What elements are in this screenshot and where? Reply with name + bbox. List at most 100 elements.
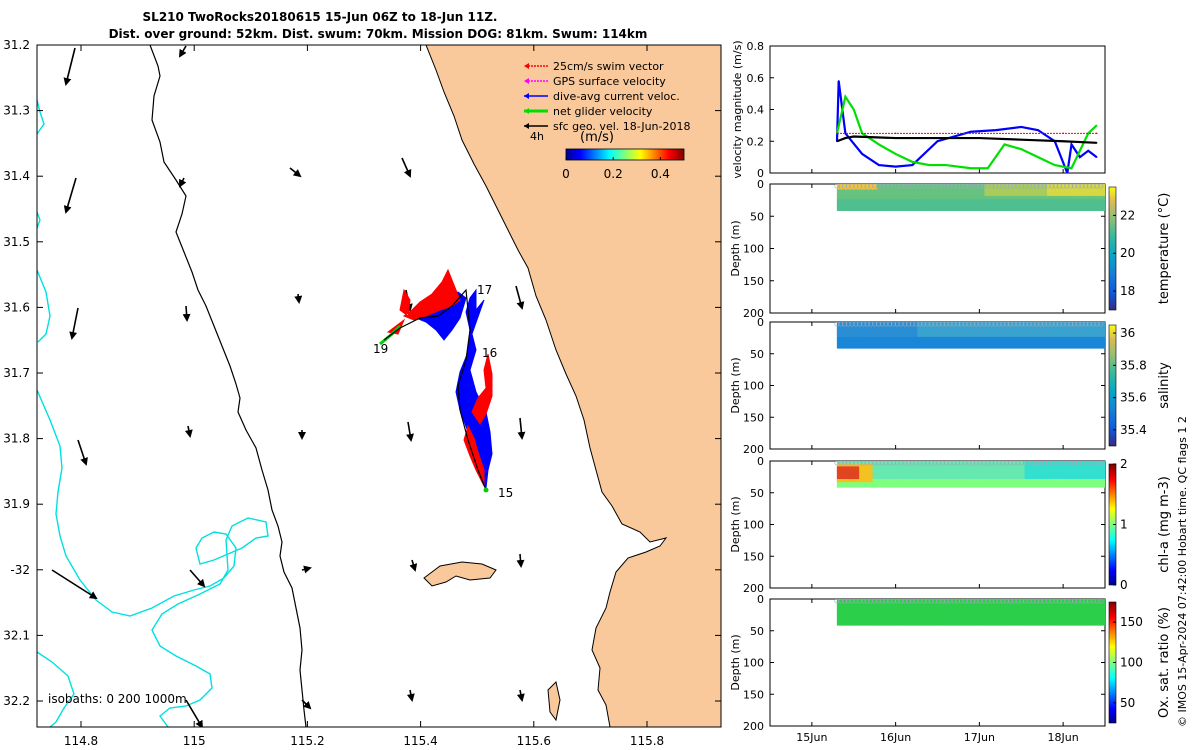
section-cell bbox=[957, 613, 963, 620]
section-cell bbox=[1055, 482, 1061, 488]
section-cell bbox=[948, 336, 954, 343]
section-cell bbox=[1055, 475, 1061, 482]
section-cell bbox=[863, 184, 869, 189]
section-cell bbox=[868, 620, 874, 626]
section-cell bbox=[859, 195, 865, 202]
section-cell bbox=[1029, 336, 1035, 343]
section-cell bbox=[863, 463, 869, 469]
section-cell bbox=[903, 324, 909, 330]
section-cell bbox=[1069, 610, 1075, 617]
section-cell bbox=[966, 469, 972, 475]
section-cell bbox=[1051, 463, 1057, 469]
profile-mark bbox=[1079, 599, 1085, 604]
section-cell bbox=[895, 475, 901, 482]
section-cell bbox=[850, 333, 856, 340]
section-cell bbox=[1002, 466, 1008, 472]
section-cell bbox=[1038, 475, 1044, 482]
section-cell bbox=[903, 330, 909, 336]
profile-mark bbox=[951, 461, 957, 466]
section-cell bbox=[881, 330, 887, 336]
section-cell bbox=[1055, 472, 1061, 479]
colorbar-tick-label: 35.4 bbox=[1120, 423, 1147, 437]
section-cell bbox=[877, 482, 883, 488]
section-cell bbox=[939, 333, 945, 340]
section-cell bbox=[1055, 479, 1061, 485]
section-cell bbox=[841, 186, 847, 192]
section-cell bbox=[912, 601, 918, 607]
section-cell bbox=[966, 324, 972, 330]
section-cell bbox=[1055, 343, 1061, 349]
section-cell bbox=[962, 463, 968, 469]
section-cell bbox=[1064, 192, 1070, 199]
section-cell bbox=[1024, 617, 1030, 623]
section-cell bbox=[935, 620, 941, 626]
profile-mark bbox=[936, 184, 942, 189]
section-cell bbox=[926, 479, 932, 485]
profile-mark bbox=[1041, 184, 1047, 189]
section-cell bbox=[930, 186, 936, 192]
section-cell bbox=[1087, 336, 1093, 343]
section-cell bbox=[953, 613, 959, 620]
section-cell bbox=[886, 604, 892, 610]
section-cell bbox=[1064, 463, 1070, 469]
section-cell bbox=[850, 610, 856, 617]
section-cell bbox=[854, 202, 860, 208]
section-cell bbox=[1024, 189, 1030, 195]
section-cell bbox=[890, 343, 896, 349]
section-cell bbox=[854, 195, 860, 202]
profile-mark bbox=[913, 322, 919, 327]
profile-mark bbox=[989, 184, 995, 189]
section-cell bbox=[903, 607, 909, 613]
section-cell bbox=[917, 610, 923, 617]
section-cell bbox=[912, 604, 918, 610]
section-cell bbox=[1038, 195, 1044, 202]
section-cell bbox=[1069, 343, 1075, 349]
section-cell bbox=[895, 479, 901, 485]
section-cell bbox=[957, 333, 963, 340]
section-cell bbox=[993, 613, 999, 620]
section-cell bbox=[899, 333, 905, 340]
section-cell bbox=[966, 184, 972, 189]
section-cell bbox=[1015, 324, 1021, 330]
section-cell bbox=[953, 333, 959, 340]
profile-mark bbox=[1053, 322, 1059, 327]
section-cell bbox=[850, 192, 856, 199]
section-cell bbox=[881, 336, 887, 343]
section-cell bbox=[975, 336, 981, 343]
section-cell bbox=[877, 607, 883, 613]
section-cell bbox=[966, 192, 972, 199]
section-cell bbox=[845, 466, 851, 472]
section-cell bbox=[988, 195, 994, 202]
profile-mark bbox=[860, 599, 866, 604]
ytick-label: 150 bbox=[743, 275, 764, 288]
profile-mark bbox=[1045, 322, 1051, 327]
profile-mark bbox=[842, 184, 848, 189]
section-cell bbox=[899, 195, 905, 202]
profile-mark bbox=[1038, 461, 1044, 466]
section-cell bbox=[877, 610, 883, 617]
section-cell bbox=[1011, 327, 1017, 333]
section-cell bbox=[930, 610, 936, 617]
section-cell bbox=[1029, 601, 1035, 607]
ytick-label: 50 bbox=[750, 348, 764, 361]
section-cell bbox=[1073, 330, 1079, 336]
section-cell bbox=[850, 336, 856, 343]
section-cell bbox=[912, 324, 918, 330]
section-cell bbox=[1069, 205, 1075, 211]
section-cell bbox=[1082, 479, 1088, 485]
profile-mark bbox=[1060, 184, 1066, 189]
section-cell bbox=[841, 466, 847, 472]
section-cell bbox=[1038, 463, 1044, 469]
section-cell bbox=[975, 620, 981, 626]
section-cell bbox=[1069, 604, 1075, 610]
profile-mark bbox=[902, 322, 908, 327]
map-ytick-label: 31.3 bbox=[3, 104, 30, 118]
section-cell bbox=[863, 336, 869, 343]
section-cell bbox=[836, 469, 842, 475]
section-cell bbox=[1064, 610, 1070, 617]
section-cell bbox=[962, 620, 968, 626]
profile-mark bbox=[894, 461, 900, 466]
section-cell bbox=[890, 613, 896, 620]
velocity-point bbox=[1037, 129, 1039, 131]
section-cell bbox=[988, 617, 994, 623]
